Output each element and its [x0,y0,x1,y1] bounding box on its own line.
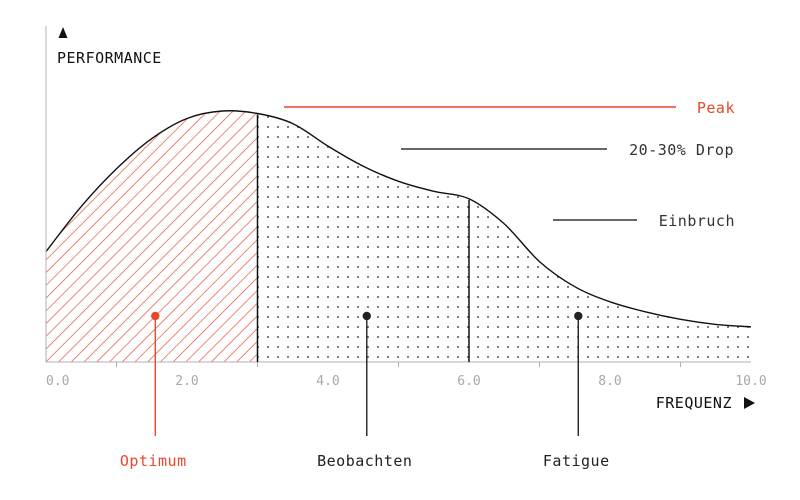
performance-curve [45,110,752,328]
annotations: Peak 20-30% Drop Einbruch [284,99,735,230]
zone-label-1: Beobachten [317,452,412,470]
zone-marker-dot-0 [151,311,160,321]
zone-marker-dot-1 [362,311,371,321]
y-axis-arrow-icon [58,27,68,38]
y-axis-label: PERFORMANCE [57,49,162,67]
zone-marker-dot-2 [574,311,583,321]
annotation-label-2: Einbruch [659,212,735,230]
x-tick-labels: 0.0 2.0 4.0 6.0 8.0 10.0 [46,374,767,389]
x-tick-label-5: 10.0 [735,374,766,389]
x-minor-ticks [116,362,681,367]
zone-fills [46,110,751,362]
x-tick-label-1: 2.0 [175,374,198,389]
annotation-label-1: 20-30% Drop [629,141,734,159]
x-axis-label: FREQUENZ [656,394,732,412]
zone-dividers [256,114,470,362]
x-axis-arrow-icon [744,397,755,409]
x-tick-label-2: 4.0 [316,374,339,389]
zone-label-2: Fatigue [543,452,610,470]
x-tick-label-0: 0.0 [46,374,69,389]
zone-markers: Optimum Beobachten Fatigue [120,311,610,470]
zone-label-0: Optimum [120,452,187,470]
annotation-label-0: Peak [697,99,735,117]
x-tick-label-4: 8.0 [598,374,621,389]
area-hatch-fill [46,110,258,362]
x-tick-label-3: 6.0 [457,374,480,389]
